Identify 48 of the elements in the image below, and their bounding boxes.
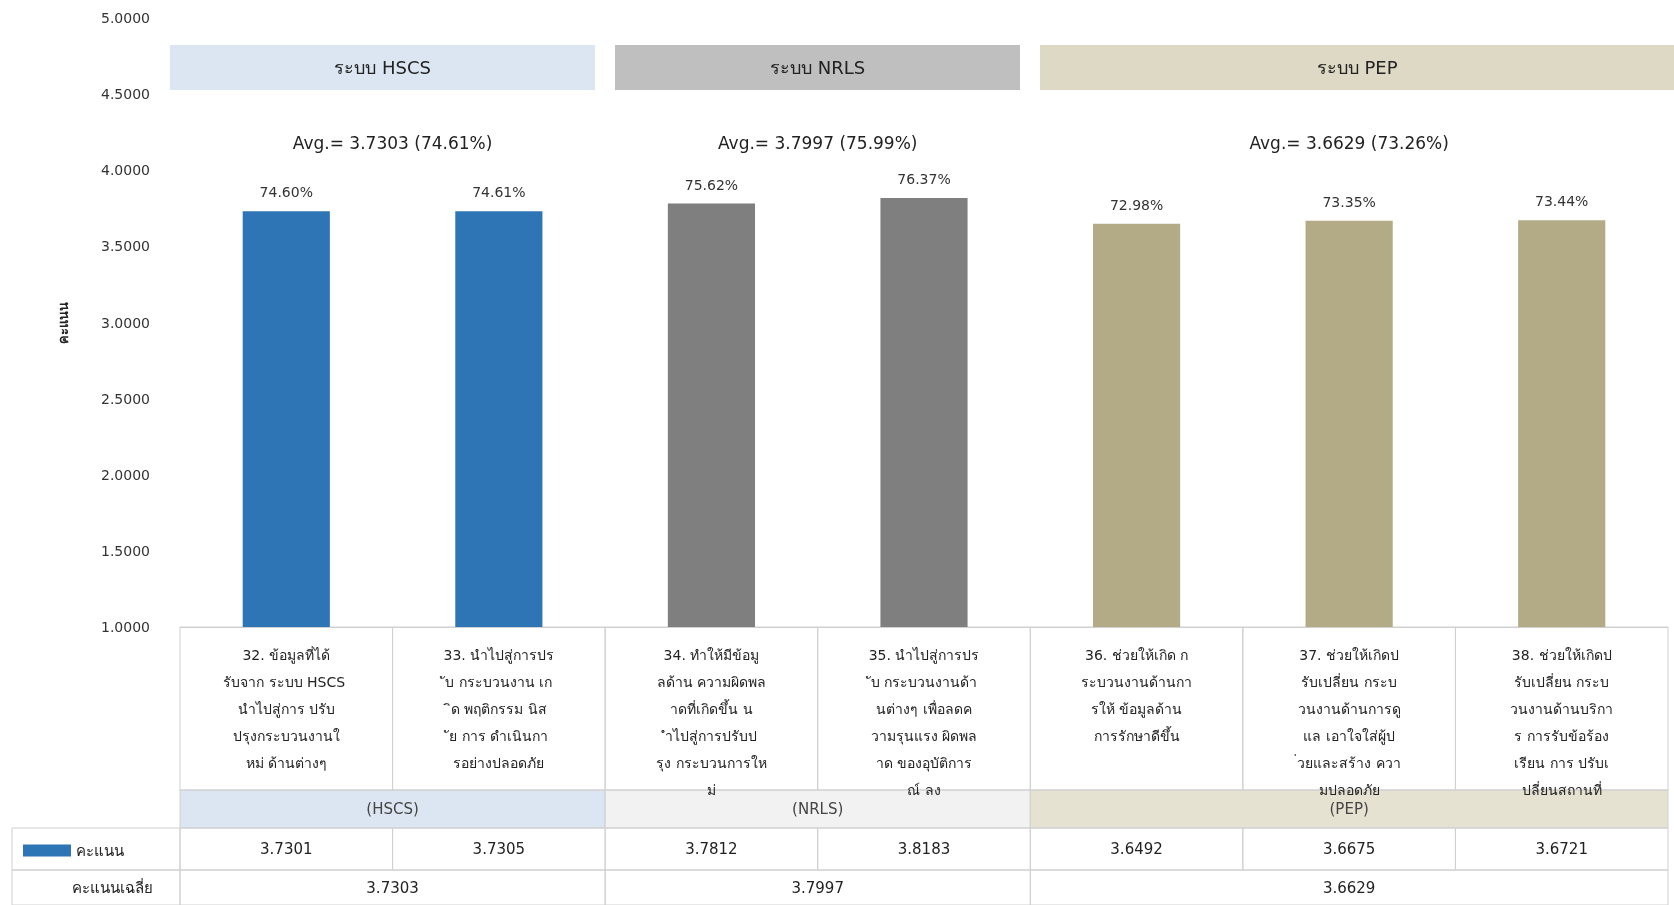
data-label: 3.6492 xyxy=(1110,840,1163,858)
annotation: 74.61% xyxy=(472,184,526,201)
annotation: 76.37% xyxy=(897,170,951,187)
x-tick-label: 36. ช่วยให้เกิด กระบวนงานด้านการให้ ข้อมูลด้านการรักษาดีขึ้น xyxy=(1081,646,1193,744)
x-tick-label: 34. ทำให้มีข้อมูลด้าน ความผิดพลาดที่เกิดขึ้น นำไปสู่การปรับปรุง กระบวนการใหม่ xyxy=(656,646,767,798)
y-tick-label: 1.5000 xyxy=(101,542,150,559)
annotation: Avg.= 3.7303 (74.61%) xyxy=(292,132,493,153)
annotation: 72.98% xyxy=(1109,196,1164,213)
data-label: 3.8183 xyxy=(897,840,951,858)
y-tick-label: 2.5000 xyxy=(101,390,150,407)
y-tick-label: 2.0000 xyxy=(101,466,150,483)
y-tick-label: 3.5000 xyxy=(101,238,150,255)
y-tick-label: 3.0000 xyxy=(101,314,150,331)
annotation: ระบบ NRLS xyxy=(770,55,866,80)
y-tick-label: 4.0000 xyxy=(101,162,150,179)
y-tick-label: 5.0000 xyxy=(101,10,150,26)
text: (NRLS) xyxy=(792,800,844,818)
text: 3.6629 xyxy=(1322,878,1376,897)
annotation: ระบบ HSCS xyxy=(334,55,431,80)
text: (HSCS) xyxy=(366,800,419,818)
data-label: 3.6675 xyxy=(1322,840,1376,858)
header-box: ระบบ NRLS xyxy=(615,45,1021,90)
annotation: Avg.= 3.7997 (75.99%) xyxy=(717,132,918,153)
annotation: Avg.= 3.6629 (73.26%) xyxy=(1249,132,1449,153)
text: 3.7303 xyxy=(366,878,419,897)
y-axis-title: คะแนน xyxy=(56,301,71,344)
annotation: 73.44% xyxy=(1535,193,1589,210)
data-label: 3.7301 xyxy=(260,840,313,858)
text: 3.7997 xyxy=(791,878,844,897)
annotation: ระบบ PEP xyxy=(1316,55,1398,80)
x-tick-label: 37. ช่วยให้เกิดปรับเปลี่ยน กระบวนงานด้านการดูแล เอาใจใส่ผู้ป่วยและสร้าง ความปลอดภัย xyxy=(1294,646,1401,798)
x-tick-label: 38. ช่วยให้เกิดปรับเปลี่ยน กระบวนงานด้านบริการ การรับข้อร้องเรียน การ ปรับเปลี่ยนสถานที่ xyxy=(1510,646,1614,798)
x-tick-label: 32. ข้อมูลที่ได้รับจาก ระบบ HSCS นำไปสู่การ ปรับปรุงกระบวนงานใหม่ ด้านต่างๆ xyxy=(223,645,350,771)
header-box: ระบบ PEP xyxy=(1040,45,1674,90)
x-tick-label: 35. นำไปสู่การปรับ กระบวนงานด้านต่างๆ เพื่อลดความรุนแรง ผิดพลาด ของอุบัติการณ์ ลง xyxy=(864,646,980,798)
text: คะแนนเฉลี่ย xyxy=(72,876,153,897)
x-tick-label: 33. นำไปสู่การปรับ กระบวนงาน เกิด พฤติกรรม นิสัย การ ดำเนินการอย่างปลอดภัย xyxy=(439,646,555,771)
y-tick-label: 4.5000 xyxy=(101,86,150,103)
data-label: 3.7305 xyxy=(472,840,526,858)
text: (PEP) xyxy=(1329,800,1369,818)
legend-label: คะแนน xyxy=(76,841,124,860)
annotation: 75.62% xyxy=(684,176,739,193)
data-label: 3.7812 xyxy=(685,840,738,858)
annotation: 73.35% xyxy=(1322,193,1376,210)
header-box: ระบบ HSCS xyxy=(170,45,596,90)
y-tick-label: 1.0000 xyxy=(101,619,150,635)
annotation: 74.60% xyxy=(259,184,313,201)
data-label: 3.6721 xyxy=(1535,840,1588,858)
